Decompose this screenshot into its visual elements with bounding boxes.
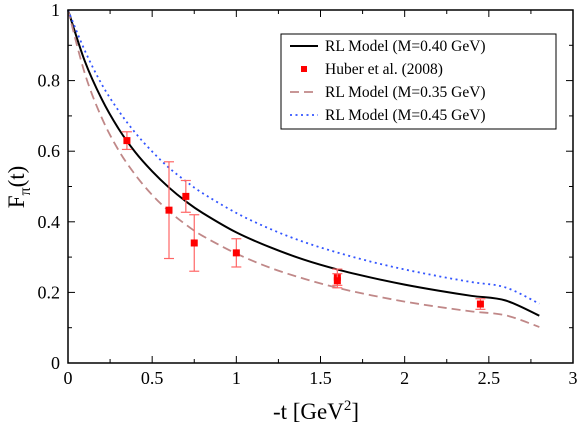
- series-line-0: [67, 9, 540, 317]
- legend-swatch-huber: [301, 66, 307, 72]
- axis-ticks: 0 0.5 1 1.5 2 2.5 3 0 0.2 0.4 0.6 0.8 1: [38, 0, 578, 388]
- series-line-3: [67, 9, 540, 305]
- x-axis-label: -t [GeV2]: [273, 398, 359, 424]
- data-point-1: [165, 206, 173, 214]
- y-axis-label-end: (t): [4, 166, 29, 188]
- y-tick-label-5: 1: [51, 0, 60, 20]
- data-point-3: [190, 239, 198, 247]
- legend: RL Model (M=0.40 GeV) Huber et al. (2008…: [280, 33, 557, 130]
- y-tick-label-2: 0.4: [38, 212, 61, 232]
- data-point-4: [232, 249, 240, 257]
- data-point-2: [182, 192, 190, 200]
- x-axis-label-end: ]: [351, 399, 359, 424]
- legend-label-huber: Huber et al. (2008): [325, 61, 443, 78]
- x-tick-label-5: 2.5: [478, 368, 501, 388]
- data-point-6: [333, 277, 341, 285]
- legend-box: [280, 33, 557, 130]
- y-tick-label-1: 0.2: [38, 282, 61, 302]
- x-tick-label-6: 3: [569, 368, 578, 388]
- data-point-7: [476, 300, 484, 308]
- x-axis-label-superscript: 2: [344, 398, 352, 414]
- data-point-0: [123, 137, 131, 145]
- chart-markers: [121, 131, 486, 310]
- y-axis-label: Fπ(t): [4, 166, 34, 209]
- y-tick-label-0: 0: [51, 353, 60, 373]
- x-tick-label-0: 0: [64, 368, 73, 388]
- x-tick-label-3: 1.5: [309, 368, 332, 388]
- legend-label-rl-040: RL Model (M=0.40 GeV): [325, 38, 486, 55]
- x-tick-label-4: 2: [400, 368, 409, 388]
- x-tick-label-2: 1: [232, 368, 241, 388]
- y-axis-label-subscript: π: [17, 187, 34, 195]
- legend-label-rl-035: RL Model (M=0.35 GeV): [325, 84, 486, 101]
- y-tick-label-3: 0.6: [38, 141, 61, 161]
- y-tick-label-4: 0.8: [38, 71, 61, 91]
- legend-label-rl-045: RL Model (M=0.45 GeV): [325, 107, 486, 124]
- x-tick-label-1: 0.5: [141, 368, 164, 388]
